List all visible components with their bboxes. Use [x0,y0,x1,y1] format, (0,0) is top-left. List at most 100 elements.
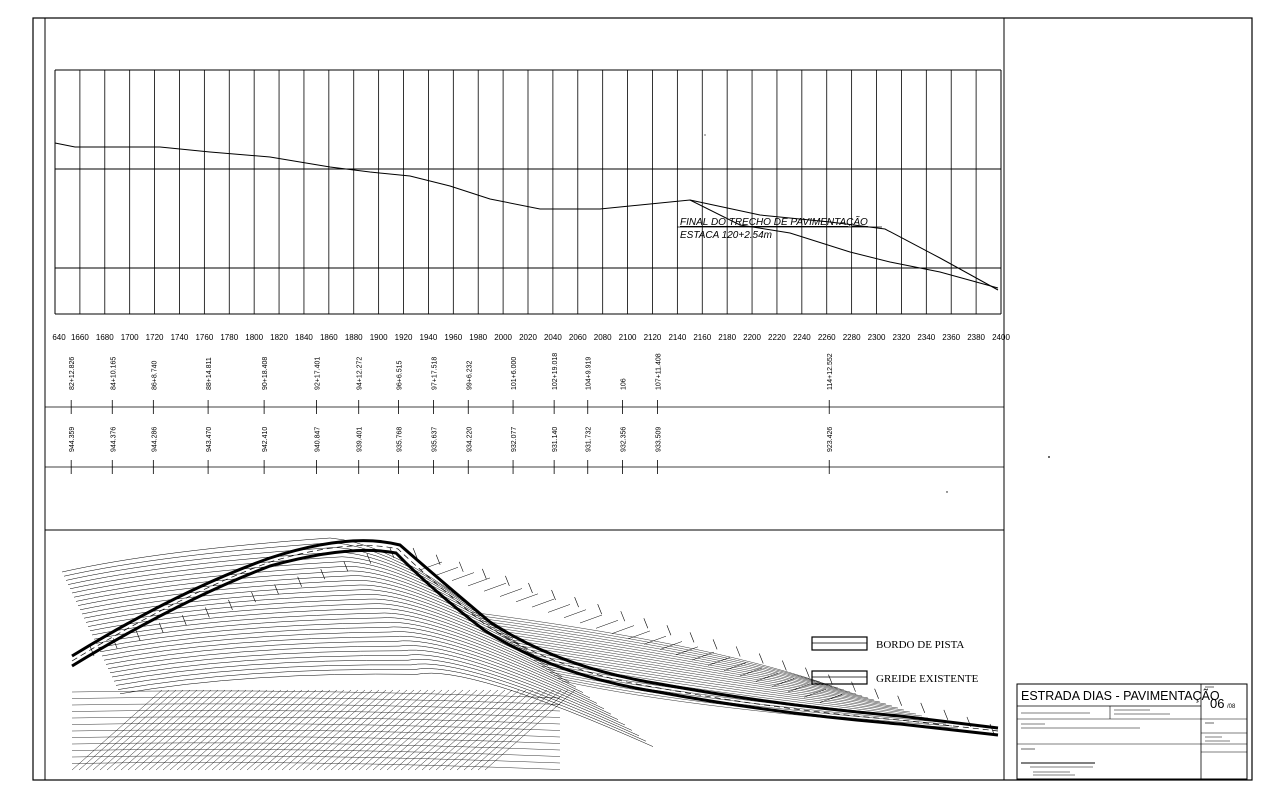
contour-line [91,608,556,672]
station-label: 82+12.826 [69,357,76,390]
chainage-tick-label: 1960 [444,333,462,342]
contour-line [407,689,499,771]
chainage-tick-label: 2300 [868,333,886,342]
contour-line [735,646,741,657]
chainage-tick-label: 2320 [893,333,911,342]
chainage-tick-label: 1660 [71,333,89,342]
contour-line [71,716,561,725]
contour-line [71,742,561,751]
contour-line [71,703,561,712]
elevation-label: 931.140 [552,427,559,452]
contour-line [358,689,450,771]
contour-line [723,662,747,671]
speck [1048,456,1050,458]
contour-line [103,635,598,704]
contour-line [595,620,619,629]
chainage-tick-label: 2220 [768,333,786,342]
chainage-tick-label: 1840 [295,333,313,342]
contour-line [366,553,372,564]
contour-line [81,584,521,645]
contour-line [547,604,571,613]
station-label: 106 [621,378,628,390]
chainage-tick-label: 1760 [195,333,213,342]
contour-line [71,697,561,705]
elevation-label: 939.401 [357,427,364,452]
contour-line [712,639,718,650]
contour-line [675,646,699,656]
contour-line [71,690,561,699]
contour-line [467,577,491,587]
contour-line [71,723,561,731]
title-block-title: ESTRADA DIAS - PAVIMENTAÇÃO [1021,689,1220,703]
contour-line [281,689,373,771]
contour-line [274,584,279,595]
contour-line [505,575,510,587]
legend-swatch-greide [811,670,868,685]
contour-line [393,689,485,771]
contour-line [497,632,863,697]
contour-line [874,688,879,699]
legend: BORDO DE PISTA GREIDE EXISTENTE [811,636,979,685]
contour-line [574,596,579,608]
road-alignment [71,539,999,737]
contour-line [239,689,331,771]
contour-line [707,657,731,666]
contour-line [533,659,917,715]
contour-line [597,604,602,615]
chainage-tick-label: 1900 [370,333,388,342]
station-label: 86+8.740 [151,361,158,390]
contour-line [414,689,506,771]
chainage-tick-label: 2260 [818,333,836,342]
contour-line [803,688,827,698]
station-label: 114+12.552 [827,353,834,390]
speck [704,134,706,136]
contour-line [77,575,507,634]
pavement-grade-profile [689,199,999,291]
sheet-number: 06 [1210,696,1224,711]
elevation-label: 933.509 [655,427,662,452]
contour-line [119,672,654,747]
chainage-tick-label: 2040 [544,333,562,342]
sheet-border [32,17,1253,781]
chainage-tick-label: 1680 [96,333,114,342]
contour-line [67,551,472,607]
contour-line [323,689,415,771]
contour-line [365,689,457,771]
station-label: 107+11.408 [655,353,662,390]
contour-line [113,659,633,731]
contour-line [458,561,464,572]
contour-line [253,689,345,771]
station-label: 102+19.018 [552,353,559,390]
contour-line [95,617,570,683]
contour-line [330,689,422,771]
chainage-tick-label: 2380 [967,333,985,342]
station-label: 90+18.408 [262,357,269,390]
chainage-tick-label: 2100 [619,333,637,342]
contour-line [61,537,451,591]
legend-label-greide: GREIDE EXISTENTE [876,673,979,685]
contour-line [73,565,493,623]
contour-line [739,667,763,677]
contour-line [549,671,941,723]
contour-line [531,598,555,608]
chainage-tick-label: 2200 [743,333,761,342]
contour-line [135,630,141,641]
contour-line [297,576,302,587]
contour-line [412,547,418,559]
chainage-tick-label: 1920 [395,333,413,342]
contour-line [89,603,549,666]
contour-line [246,689,338,771]
contour-line [288,689,380,771]
contour-line [758,653,764,664]
contour-line [97,622,577,688]
contour-line [79,580,514,639]
chainage-tick-label: 1820 [270,333,288,342]
chainage-tick-label: 2160 [693,333,711,342]
chainage-tick-label: 2240 [793,333,811,342]
contour-line [473,614,827,685]
chainage-tick-label: 1860 [320,333,338,342]
station-label: 92+17.401 [314,357,321,390]
chainage-tick-label: 2340 [917,333,935,342]
contour-line [659,641,683,650]
